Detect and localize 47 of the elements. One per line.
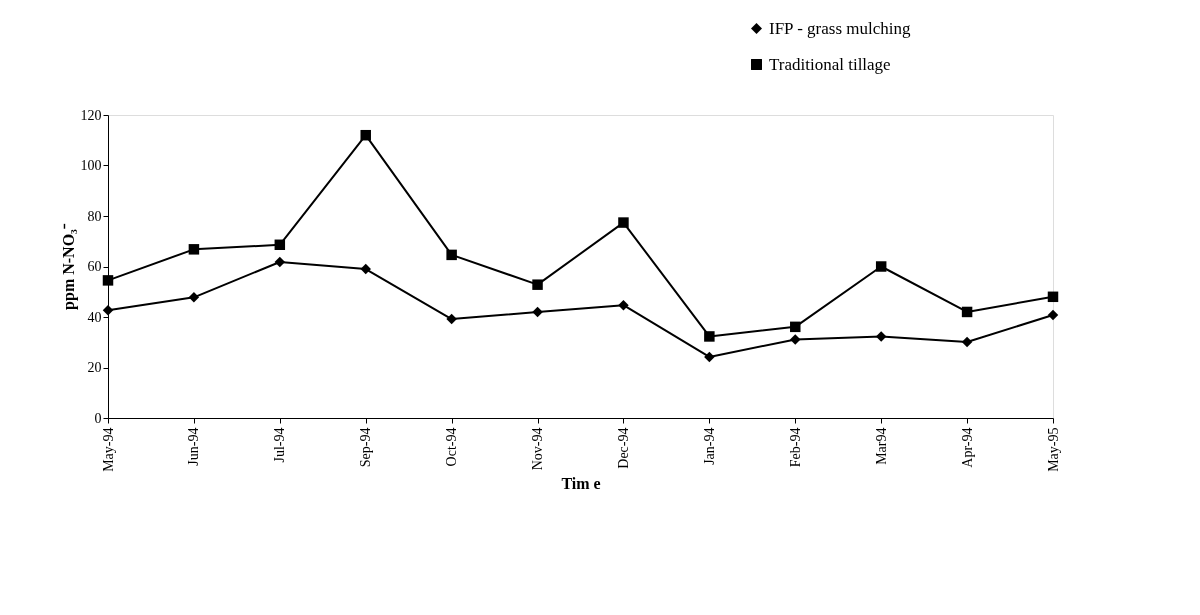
x-tick-label: Feb-94 bbox=[787, 427, 803, 468]
point bbox=[102, 275, 114, 286]
x-tick-label: Jan-94 bbox=[701, 427, 717, 465]
y-tick-label: 20 bbox=[87, 360, 102, 375]
point bbox=[790, 321, 801, 333]
point bbox=[532, 306, 543, 318]
y-tick-label: 100 bbox=[80, 158, 102, 173]
x-tick-label: Jul-94 bbox=[272, 427, 288, 463]
point bbox=[961, 306, 973, 318]
x-axis-title: Tim e bbox=[561, 474, 601, 492]
y-tick-label: 120 bbox=[80, 107, 102, 123]
point bbox=[360, 129, 371, 141]
x-tick-label: Dec-94 bbox=[615, 427, 631, 469]
point bbox=[875, 331, 887, 342]
point bbox=[360, 263, 371, 275]
point bbox=[188, 292, 200, 303]
point bbox=[1047, 309, 1059, 321]
point bbox=[446, 249, 457, 261]
point bbox=[532, 279, 543, 290]
point bbox=[274, 239, 286, 251]
point bbox=[875, 261, 887, 272]
y-tick-label: 80 bbox=[87, 208, 102, 224]
x-tick-label: Oct-94 bbox=[444, 427, 460, 467]
x-tick-label: Mar94 bbox=[873, 427, 889, 465]
point bbox=[961, 336, 973, 348]
y-axis-title: ppm N-NO₃⁻ bbox=[59, 223, 78, 310]
x-tick-label: May-94 bbox=[100, 427, 116, 472]
point bbox=[188, 244, 200, 255]
point bbox=[274, 256, 286, 268]
legend-label: IFP - grass mulching bbox=[769, 18, 911, 38]
point bbox=[102, 304, 114, 316]
y-tick-label: 0 bbox=[94, 410, 102, 426]
y-tick-label: 40 bbox=[87, 309, 102, 325]
x-tick-label: May-95 bbox=[1045, 427, 1061, 472]
point bbox=[1047, 291, 1059, 303]
point bbox=[618, 217, 629, 228]
x-tick-label: Apr-94 bbox=[959, 427, 975, 468]
point bbox=[618, 299, 629, 311]
x-tick-label: Nov-94 bbox=[530, 427, 546, 471]
point bbox=[704, 351, 715, 363]
x-tick-label: Sep-94 bbox=[358, 427, 374, 468]
y-tick-label: 60 bbox=[87, 259, 102, 274]
x-tick-label: Jun-94 bbox=[186, 427, 202, 466]
point bbox=[446, 313, 457, 325]
point bbox=[704, 331, 715, 342]
point bbox=[790, 334, 801, 345]
legend-label: Traditional tillage bbox=[769, 54, 891, 74]
